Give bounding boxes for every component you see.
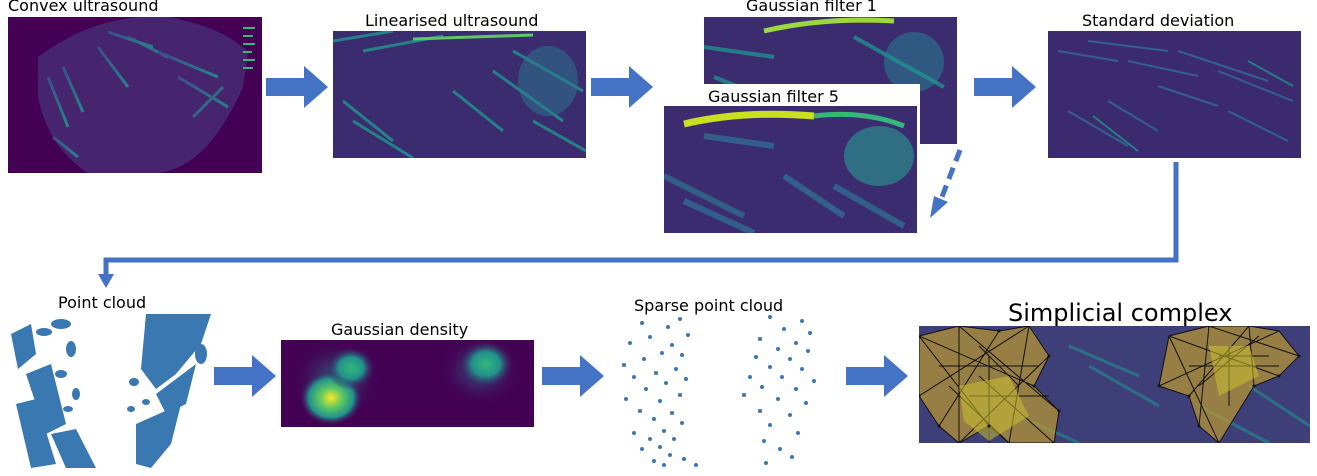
arrow-right-6 xyxy=(846,355,908,397)
label-gaussian-density: Gaussian density xyxy=(331,320,469,339)
arrow-right-1 xyxy=(266,66,328,108)
arrow-right-4 xyxy=(214,355,276,397)
label-sparse-point-cloud: Sparse point cloud xyxy=(634,296,784,315)
image-linearised-ultrasound xyxy=(333,31,586,158)
label-convex-ultrasound: Convex ultrasound xyxy=(8,0,159,15)
label-linearised-ultrasound: Linearised ultrasound xyxy=(365,11,539,30)
image-gaussian-filter-1 xyxy=(704,17,957,144)
label-point-cloud: Point cloud xyxy=(58,293,147,312)
arrow-right-2 xyxy=(591,66,653,108)
arrow-dashed-diagonal xyxy=(930,149,963,218)
image-simplicial-complex xyxy=(919,326,1310,443)
arrow-right-5 xyxy=(542,355,604,397)
image-convex-ultrasound xyxy=(8,17,262,173)
gaussian-filter-5-card: Gaussian filter 5 xyxy=(664,84,920,234)
label-standard-deviation: Standard deviation xyxy=(1082,11,1235,30)
image-gaussian-density xyxy=(281,340,534,427)
image-standard-deviation xyxy=(1048,31,1301,158)
arrow-right-3 xyxy=(974,66,1036,108)
label-gaussian-filter-5: Gaussian filter 5 xyxy=(708,87,839,106)
image-gaussian-filter-5 xyxy=(664,106,917,233)
image-point-cloud xyxy=(6,314,212,468)
label-simplicial-complex: Simplicial complex xyxy=(1008,299,1233,327)
label-gaussian-filter-1: Gaussian filter 1 xyxy=(746,0,877,15)
image-sparse-point-cloud xyxy=(620,315,830,470)
connector-arrow xyxy=(98,162,1179,288)
